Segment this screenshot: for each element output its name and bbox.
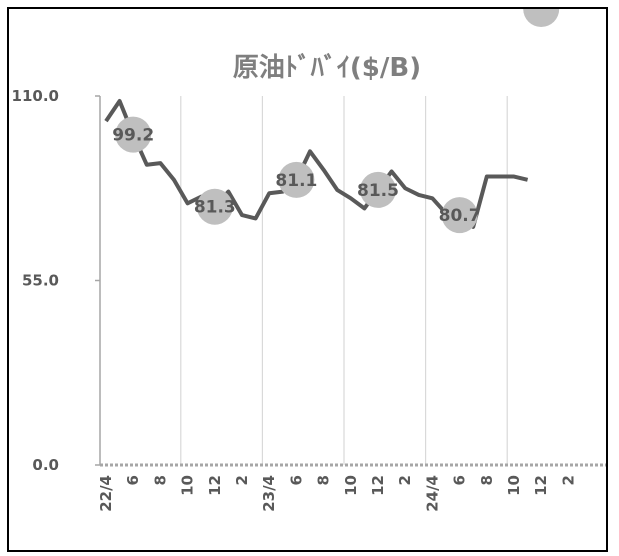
y-tick-label: 110.0 bbox=[12, 87, 59, 105]
data-label: 85.0 bbox=[520, 9, 562, 14]
x-tick-label: 2 bbox=[396, 475, 414, 485]
data-label-bubble bbox=[360, 171, 396, 208]
x-tick-label: 10 bbox=[505, 475, 523, 496]
x-tick-label: 23/4 bbox=[260, 475, 278, 512]
data-label: 80.7 bbox=[439, 206, 481, 226]
x-tick-label: 2 bbox=[559, 475, 577, 485]
x-tick-label: 8 bbox=[478, 475, 496, 485]
y-tick-label: 55.0 bbox=[22, 272, 59, 290]
x-tick-label: 12 bbox=[369, 475, 387, 496]
x-tick-label: 6 bbox=[451, 475, 469, 485]
x-tick-label: 22/4 bbox=[97, 475, 115, 512]
data-label-bubble bbox=[523, 9, 560, 27]
x-tick-label: 12 bbox=[532, 475, 550, 496]
data-label-bubble bbox=[441, 197, 478, 234]
x-tick-label: 10 bbox=[179, 475, 197, 496]
data-label-bubble bbox=[196, 188, 233, 225]
chart-frame: 原油ﾄﾞﾊﾞｲ($/B) 0.0 55.0 110.0 22/4 6 8 10 12 2 23/4… bbox=[7, 7, 608, 552]
x-tick-label: 6 bbox=[124, 475, 142, 485]
x-tick-label: 10 bbox=[342, 475, 360, 496]
x-tick-label: 2 bbox=[233, 475, 251, 485]
data-label-bubble bbox=[115, 116, 152, 153]
data-label: 99.2 bbox=[112, 126, 154, 146]
x-tick-label: 6 bbox=[287, 475, 305, 485]
data-label-bubble bbox=[278, 161, 315, 198]
y-tick-label: 0.0 bbox=[32, 456, 59, 474]
x-tick-label: 8 bbox=[151, 475, 169, 485]
data-label: 81.3 bbox=[194, 198, 236, 218]
chart-title: 原油ﾄﾞﾊﾞｲ($/B) bbox=[233, 52, 421, 83]
x-tick-label: 24/4 bbox=[423, 475, 441, 512]
x-tick-label: 8 bbox=[315, 475, 333, 485]
data-label: 81.1 bbox=[275, 171, 317, 191]
data-label: 81.5 bbox=[357, 181, 399, 201]
x-tick-label: 12 bbox=[206, 475, 224, 496]
